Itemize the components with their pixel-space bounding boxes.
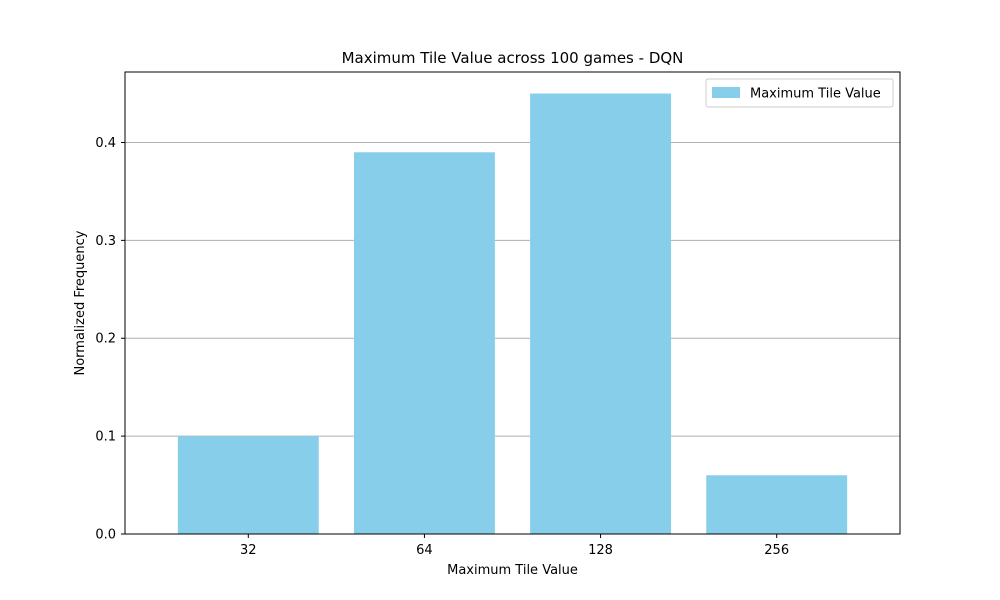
x-tick-label: 128 [588, 543, 613, 558]
bar-32 [177, 436, 319, 534]
bar-128 [530, 93, 672, 534]
y-tick-label: 0.1 [95, 430, 116, 445]
x-tick-label: 256 [764, 543, 789, 558]
y-tick-label: 0.3 [95, 234, 116, 249]
bar-256 [706, 475, 848, 534]
legend-swatch [712, 87, 740, 98]
x-tick-label: 64 [416, 543, 433, 558]
legend: Maximum Tile Value [705, 78, 894, 108]
plot-frame [124, 71, 901, 535]
y-ticks: 0.0 0.1 0.2 0.3 0.4 [95, 136, 125, 543]
x-tick-label: 32 [240, 543, 257, 558]
chart-title: Maximum Tile Value across 100 games - DQ… [342, 49, 684, 67]
bar-64 [353, 152, 495, 535]
legend-label: Maximum Tile Value [750, 87, 881, 102]
x-ticks: 32 64 128 256 [240, 534, 789, 558]
y-tick-label: 0.4 [95, 136, 116, 151]
y-tick-label: 0.2 [95, 332, 116, 347]
x-axis-label: Maximum Tile Value [447, 563, 578, 578]
bars [177, 93, 848, 535]
y-tick-label: 0.0 [95, 528, 116, 543]
legend-box [705, 78, 894, 108]
y-axis-label: Normalized Frequency [73, 230, 88, 375]
